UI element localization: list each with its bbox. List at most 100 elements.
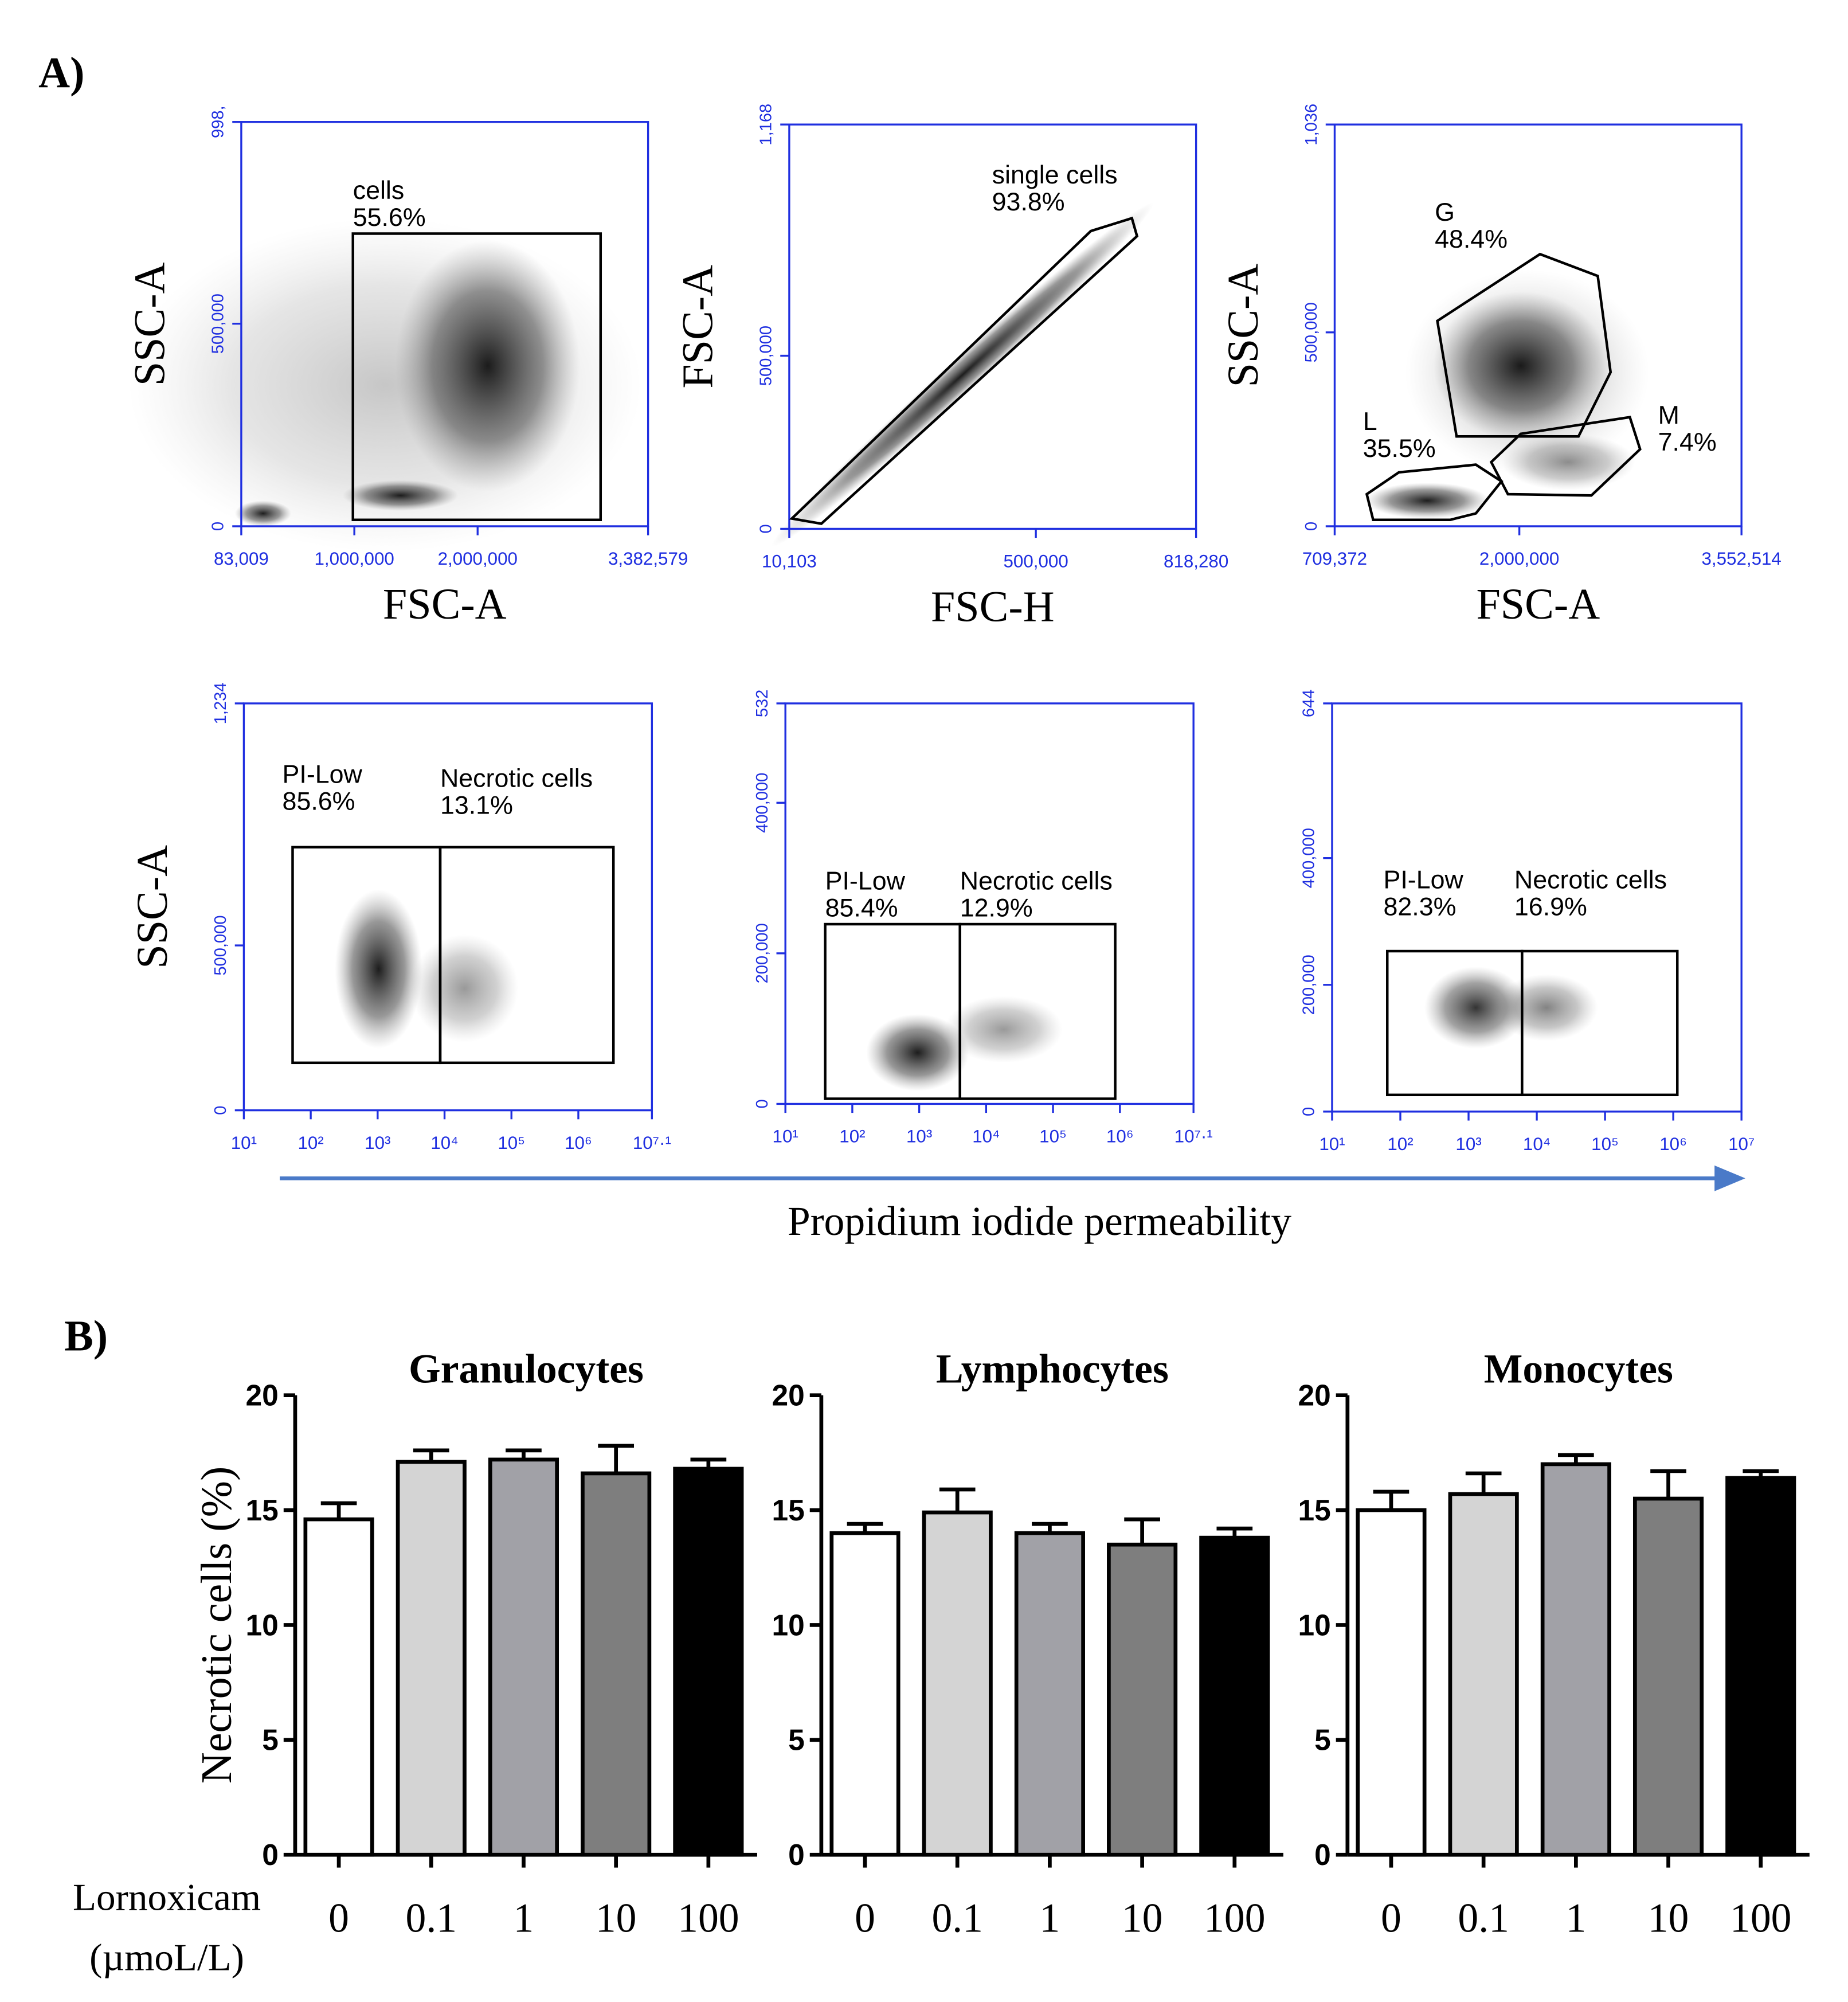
density <box>1433 291 1608 440</box>
gate-name: M <box>1658 401 1679 429</box>
x-tick-label: 2,000,000 <box>1479 549 1559 569</box>
x-tick-label: 100 <box>1204 1896 1265 1941</box>
x-tick-label: 10² <box>839 1127 865 1147</box>
y-tick-label: 15 <box>246 1493 279 1527</box>
x-tick-label: 0.1 <box>931 1896 983 1941</box>
bar <box>829 1531 900 1857</box>
gate-percent: 48.4% <box>1435 225 1508 253</box>
axis-label: (µmoL/L) <box>89 1936 244 1979</box>
density <box>1501 433 1635 491</box>
bar <box>1448 1492 1519 1857</box>
plot-frame <box>788 123 1197 530</box>
y-tick-label: 400,000 <box>753 773 772 833</box>
panel-label: B) <box>64 1312 108 1360</box>
density <box>866 1014 969 1092</box>
x-tick-label: 10¹ <box>231 1133 257 1153</box>
gate-name: Necrotic cells <box>960 867 1113 896</box>
x-tick-label: 0 <box>855 1896 875 1941</box>
gate <box>1489 416 1642 497</box>
x-axis-label: FSC-H <box>931 583 1055 631</box>
y-tick-label: 500,000 <box>1302 302 1321 362</box>
y-tick-label: 200,000 <box>753 923 772 983</box>
x-tick-label: 1 <box>1040 1896 1060 1941</box>
x-tick-label: 10⁶ <box>1659 1134 1687 1154</box>
x-tick-label: 3,552,514 <box>1701 549 1781 569</box>
x-tick-label: 0 <box>1381 1896 1401 1941</box>
gate-percent: 35.5% <box>1363 434 1436 463</box>
y-tick-label: 0 <box>1302 522 1321 531</box>
y-axis-label: FSC-A <box>674 265 722 389</box>
density <box>1365 482 1489 519</box>
y-tick-label: 200,000 <box>1300 955 1318 1015</box>
x-tick-label: 10⁵ <box>1039 1127 1067 1147</box>
x-tick-label: 10⁷·¹ <box>633 1133 671 1153</box>
x-tick-label: 83,009 <box>214 549 269 569</box>
x-tick-label: 10 <box>1122 1896 1163 1941</box>
bar <box>581 1471 652 1857</box>
gate <box>1436 252 1612 438</box>
y-axis-label: SSC-A <box>126 262 174 386</box>
gate-name: PI-Low <box>1384 865 1464 894</box>
plot-frame <box>242 702 653 1112</box>
x-tick-label: 1,000,000 <box>314 549 394 569</box>
y-tick-label: 644 <box>1300 690 1318 718</box>
bar <box>1540 1462 1611 1857</box>
x-tick-label: 10⁴ <box>972 1127 1000 1147</box>
y-tick-label: 0 <box>753 1099 772 1108</box>
y-tick-label: 500,000 <box>209 294 228 354</box>
gate <box>1521 949 1679 1097</box>
x-tick-label: 10⁷ <box>1728 1134 1755 1154</box>
gate-percent: 85.4% <box>825 894 898 922</box>
y-tick-label: 500,000 <box>212 915 230 975</box>
bar <box>488 1457 559 1857</box>
y-tick-label: 15 <box>772 1493 805 1527</box>
axis-label: Propidium iodide permeability <box>788 1199 1291 1244</box>
plot-frame <box>784 702 1195 1105</box>
y-tick-label: 400,000 <box>1300 828 1318 888</box>
gate <box>351 232 602 521</box>
y-tick-label: 10 <box>1298 1608 1330 1641</box>
y-tick-label: 0 <box>212 1106 230 1115</box>
panel-label: A) <box>38 49 84 97</box>
y-tick-label: 5 <box>788 1723 805 1757</box>
y-tick-label: 1,234 <box>212 683 230 725</box>
x-tick-label: 10 <box>1648 1896 1689 1941</box>
y-tick-label: 0 <box>262 1838 279 1871</box>
gate-name: cells <box>353 176 405 205</box>
y-tick-label: 5 <box>1314 1723 1331 1757</box>
x-axis-label: FSC-A <box>1476 580 1600 628</box>
y-tick-label: 532 <box>753 690 772 718</box>
gate-percent: 7.4% <box>1658 428 1717 456</box>
density <box>395 240 580 492</box>
bar <box>303 1517 374 1857</box>
x-tick-label: 10⁶ <box>1106 1127 1134 1147</box>
x-tick-label: 1 <box>514 1896 534 1941</box>
x-tick-label: 10⁴ <box>430 1133 458 1153</box>
y-tick-label: 15 <box>1298 1493 1330 1527</box>
y-tick-label: 10 <box>246 1608 279 1641</box>
x-tick-label: 10³ <box>365 1133 390 1153</box>
x-tick-label: 10¹ <box>773 1127 798 1147</box>
y-tick-label: 20 <box>1298 1379 1330 1412</box>
gate <box>789 216 1139 525</box>
x-tick-label: 10 <box>596 1896 637 1941</box>
y-tick-label: 1,168 <box>757 104 776 146</box>
bar <box>1107 1542 1178 1857</box>
gate-name: PI-Low <box>283 760 363 789</box>
density <box>944 996 1063 1063</box>
y-tick-label: 0 <box>757 524 776 533</box>
y-tick-label: 998, <box>209 105 228 138</box>
x-tick-label: 10³ <box>906 1127 932 1147</box>
bar <box>1632 1496 1704 1857</box>
bar <box>396 1460 467 1857</box>
bar <box>1356 1508 1427 1857</box>
bar <box>1199 1535 1270 1857</box>
x-tick-label: 10⁶ <box>565 1133 592 1153</box>
gate <box>438 846 615 1065</box>
y-tick-label: 10 <box>772 1608 805 1641</box>
y-tick-label: 0 <box>788 1838 805 1871</box>
y-tick-label: 20 <box>246 1379 279 1412</box>
bar <box>673 1467 744 1857</box>
